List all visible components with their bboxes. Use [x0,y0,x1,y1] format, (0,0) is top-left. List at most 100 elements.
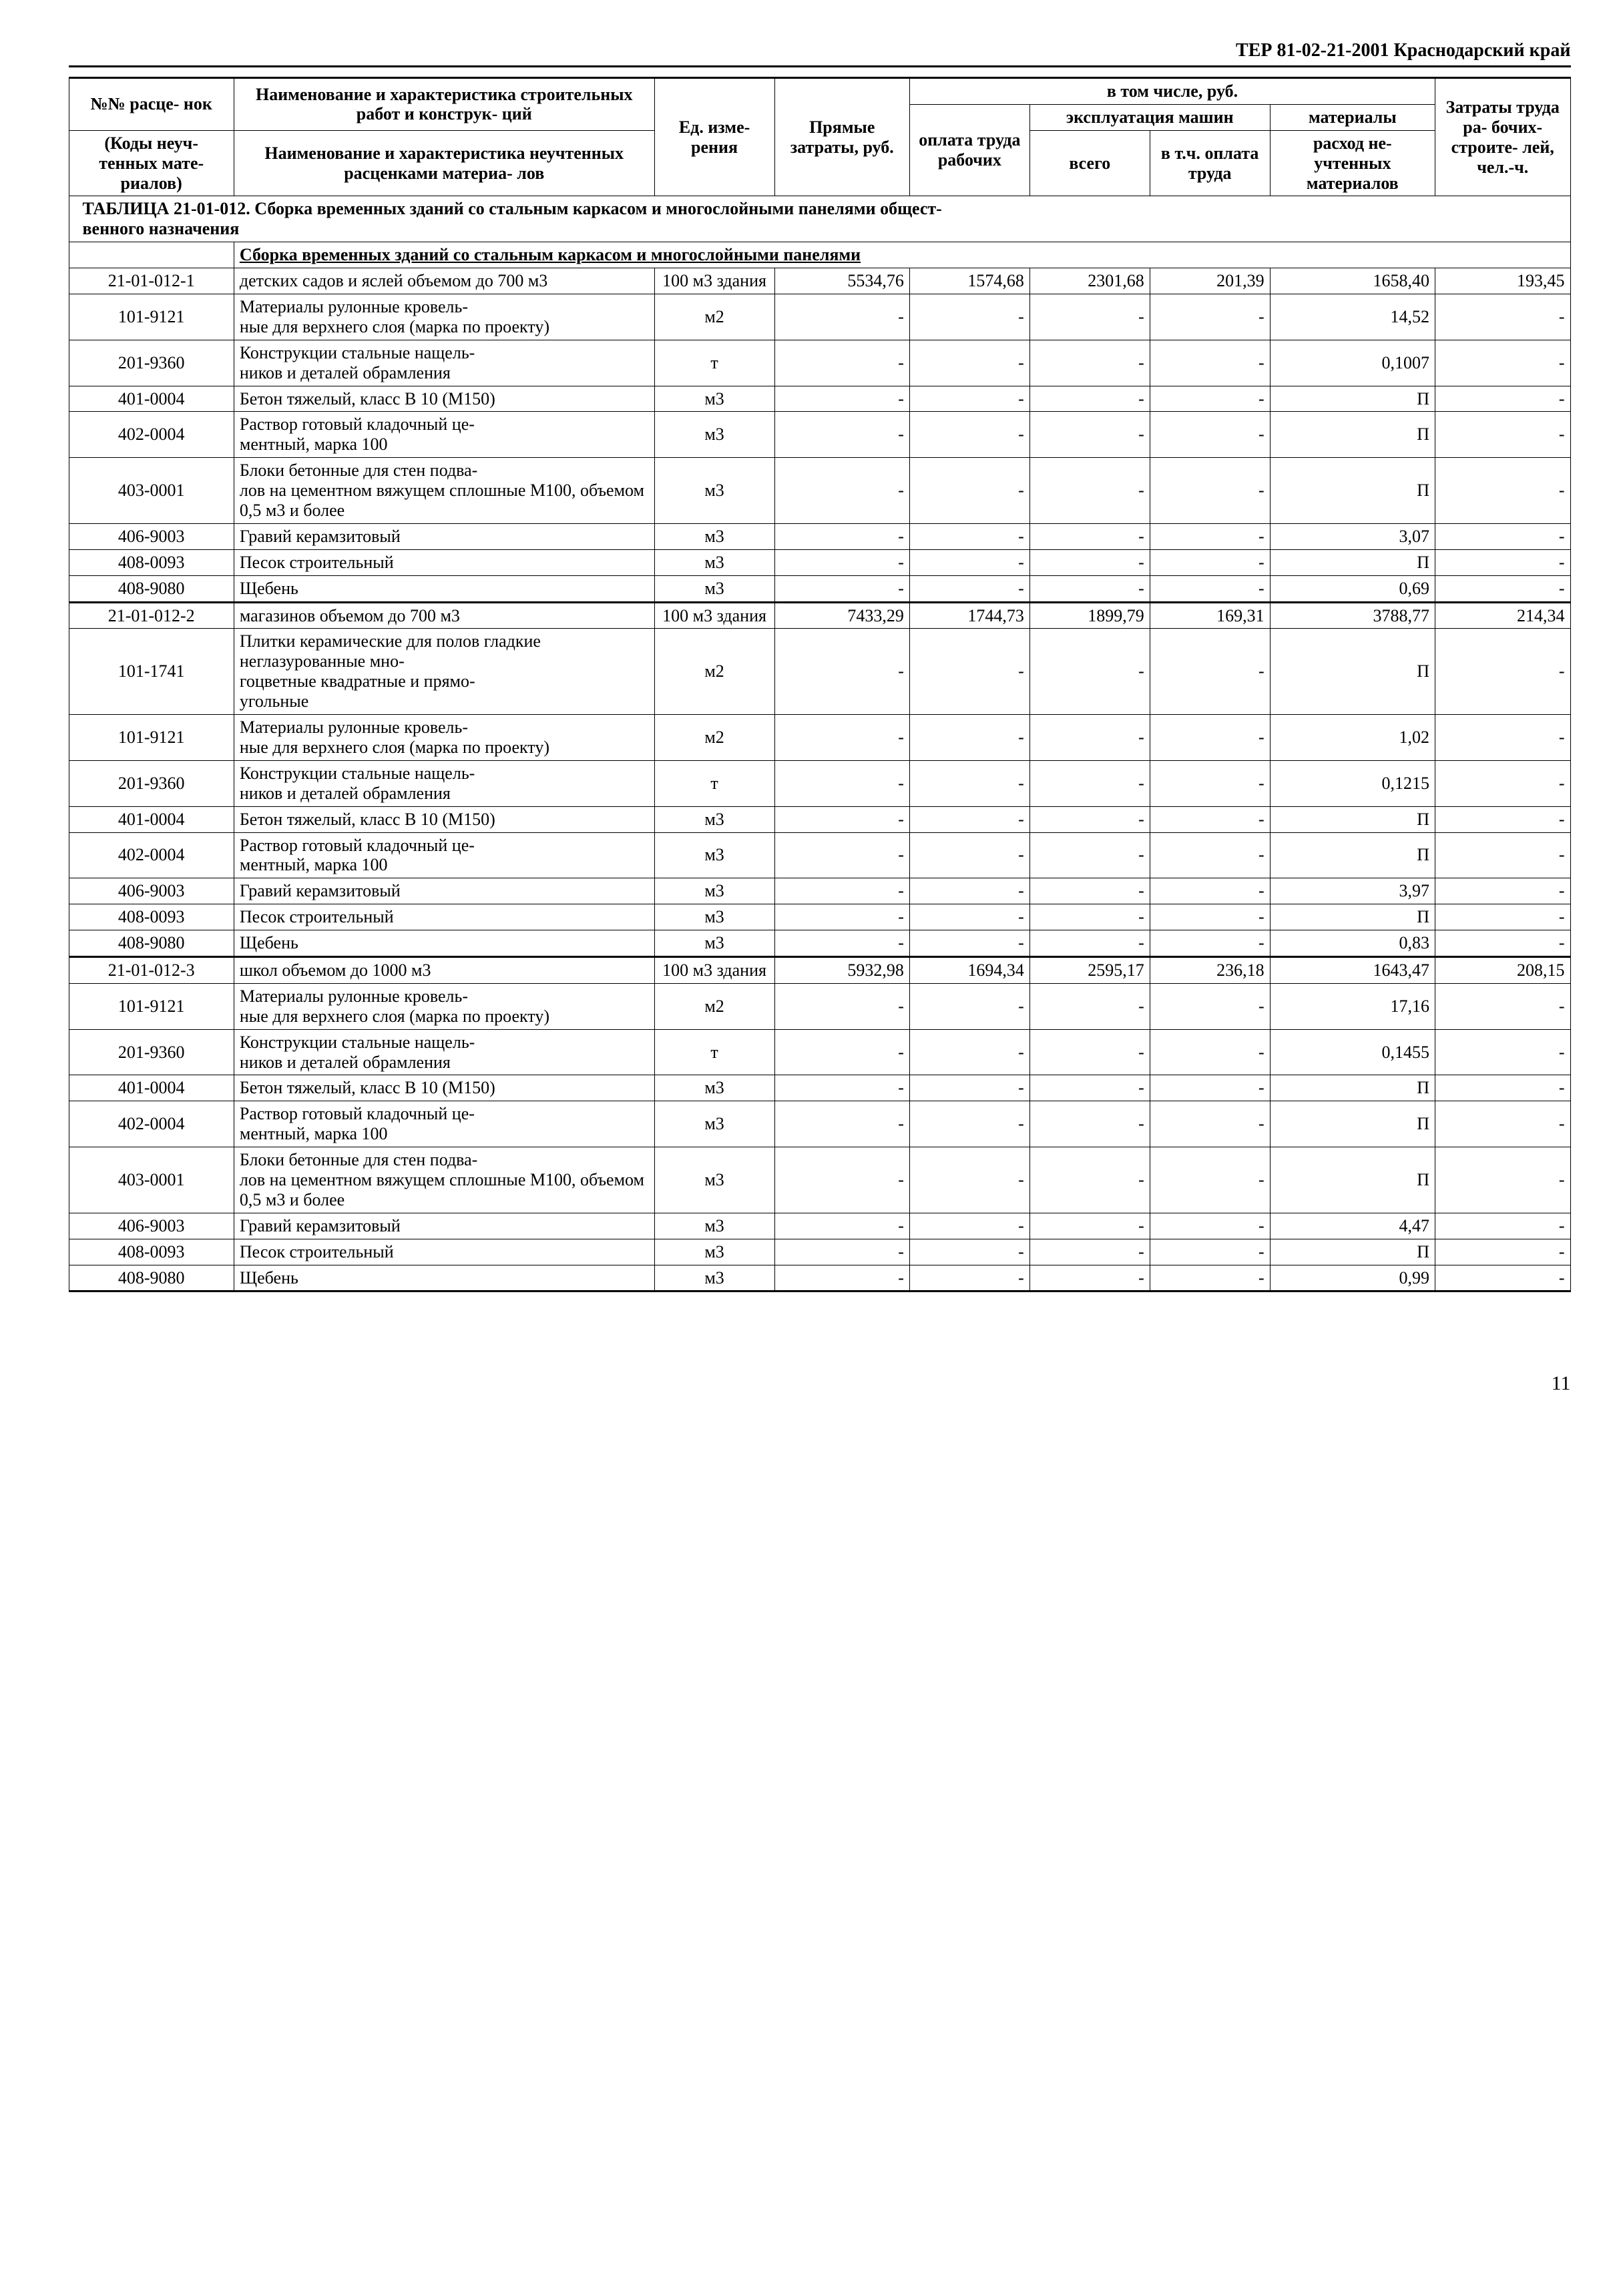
col-desc-bot: Наименование и характеристика неучтенных… [234,130,654,196]
cell-code: 406-9003 [69,523,234,549]
cell-unit: 100 м3 здания [654,956,774,983]
cell-labor: - [1435,904,1570,930]
table-row: 408-9080Щебеньм3----0,99- [69,1265,1570,1292]
cell-mach-total: - [1029,715,1150,761]
cell-direct: - [774,575,909,602]
cell-wages: 1694,34 [909,956,1029,983]
cell-mach-wage: - [1150,832,1270,878]
cell-desc: Блоки бетонные для стен подва- лов на це… [234,458,654,524]
cell-mach-total: 2595,17 [1029,956,1150,983]
cell-code: 201-9360 [69,1029,234,1075]
cell-desc: Бетон тяжелый, класс В 10 (М150) [234,806,654,832]
cell-mach-wage: - [1150,1101,1270,1147]
cell-unit: 100 м3 здания [654,602,774,629]
cell-unit: м3 [654,549,774,575]
cell-desc: Гравий керамзитовый [234,878,654,904]
cell-code: 21-01-012-1 [69,268,234,294]
cell-mach-wage: - [1150,930,1270,957]
cell-mach-wage: - [1150,549,1270,575]
table-row: 201-9360Конструкции стальные нащель- ник… [69,1029,1570,1075]
table-row: 201-9360Конструкции стальные нащель- ник… [69,760,1570,806]
cell-desc: Конструкции стальные нащель- ников и дет… [234,340,654,386]
cell-wages: - [909,930,1029,957]
cell-unit: м3 [654,1101,774,1147]
col-code-bot: (Коды неуч- тенных мате- риалов) [69,130,234,196]
cell-code: 406-9003 [69,1213,234,1239]
cell-labor: - [1435,575,1570,602]
cell-labor: - [1435,1029,1570,1075]
cell-labor: - [1435,386,1570,412]
table-row: 406-9003Гравий керамзитовыйм3----3,07- [69,523,1570,549]
cell-direct: 5932,98 [774,956,909,983]
cell-unit: м3 [654,806,774,832]
cell-direct: - [774,983,909,1029]
cell-mach-total: - [1029,904,1150,930]
cell-wages: 1744,73 [909,602,1029,629]
cell-desc: Материалы рулонные кровель- ные для верх… [234,983,654,1029]
pricing-table: №№ расце- нок Наименование и характерист… [69,77,1571,1292]
cell-direct: - [774,1101,909,1147]
table-row: 408-0093Песок строительныйм3----П- [69,904,1570,930]
cell-unit: м2 [654,294,774,340]
cell-wages: - [909,458,1029,524]
table-row: 101-9121Материалы рулонные кровель- ные … [69,294,1570,340]
cell-materials: 0,99 [1270,1265,1435,1292]
cell-unit: м2 [654,715,774,761]
cell-unit: м3 [654,904,774,930]
cell-mach-total: - [1029,1239,1150,1265]
cell-mach-total: - [1029,832,1150,878]
cell-code: 408-0093 [69,904,234,930]
cell-wages: - [909,1147,1029,1213]
cell-direct: - [774,412,909,458]
cell-labor: - [1435,1213,1570,1239]
cell-desc: Песок строительный [234,549,654,575]
cell-direct: - [774,1147,909,1213]
cell-mach-wage: - [1150,878,1270,904]
cell-unit: м2 [654,629,774,715]
cell-materials: 0,1007 [1270,340,1435,386]
cell-mach-wage: 236,18 [1150,956,1270,983]
cell-direct: - [774,1213,909,1239]
col-materials-top: материалы [1270,104,1435,130]
cell-unit: 100 м3 здания [654,268,774,294]
cell-direct: - [774,930,909,957]
cell-materials: П [1270,386,1435,412]
cell-wages: 1574,68 [909,268,1029,294]
cell-mach-wage: - [1150,1075,1270,1101]
cell-desc: Гравий керамзитовый [234,1213,654,1239]
table-body: ТАБЛИЦА 21-01-012. Сборка временных здан… [69,196,1570,1292]
cell-mach-wage: - [1150,523,1270,549]
cell-mach-total: - [1029,629,1150,715]
cell-labor: - [1435,340,1570,386]
cell-desc: Песок строительный [234,904,654,930]
cell-mach-wage: - [1150,412,1270,458]
cell-mach-wage: - [1150,1213,1270,1239]
table-row: 401-0004Бетон тяжелый, класс В 10 (М150)… [69,386,1570,412]
cell-wages: - [909,983,1029,1029]
table-row: 408-9080Щебеньм3----0,69- [69,575,1570,602]
cell-code: 201-9360 [69,760,234,806]
cell-direct: - [774,1239,909,1265]
table-row: 403-0001Блоки бетонные для стен подва- л… [69,1147,1570,1213]
cell-materials: П [1270,629,1435,715]
cell-unit: т [654,1029,774,1075]
cell-mach-wage: - [1150,904,1270,930]
cell-desc: Раствор готовый кладочный це- ментный, м… [234,412,654,458]
cell-labor: - [1435,930,1570,957]
col-group-including: в том числе, руб. [909,78,1435,105]
cell-materials: П [1270,904,1435,930]
cell-wages: - [909,1075,1029,1101]
cell-direct: - [774,904,909,930]
cell-code: 101-9121 [69,983,234,1029]
cell-wages: - [909,575,1029,602]
cell-code: 403-0001 [69,458,234,524]
col-machines-total: всего [1029,130,1150,196]
cell-wages: - [909,1029,1029,1075]
cell-mach-wage: - [1150,458,1270,524]
cell-materials: 17,16 [1270,983,1435,1029]
cell-materials: 1643,47 [1270,956,1435,983]
cell-mach-wage: 169,31 [1150,602,1270,629]
cell-mach-total: - [1029,1075,1150,1101]
cell-materials: П [1270,458,1435,524]
cell-desc: Материалы рулонные кровель- ные для верх… [234,715,654,761]
